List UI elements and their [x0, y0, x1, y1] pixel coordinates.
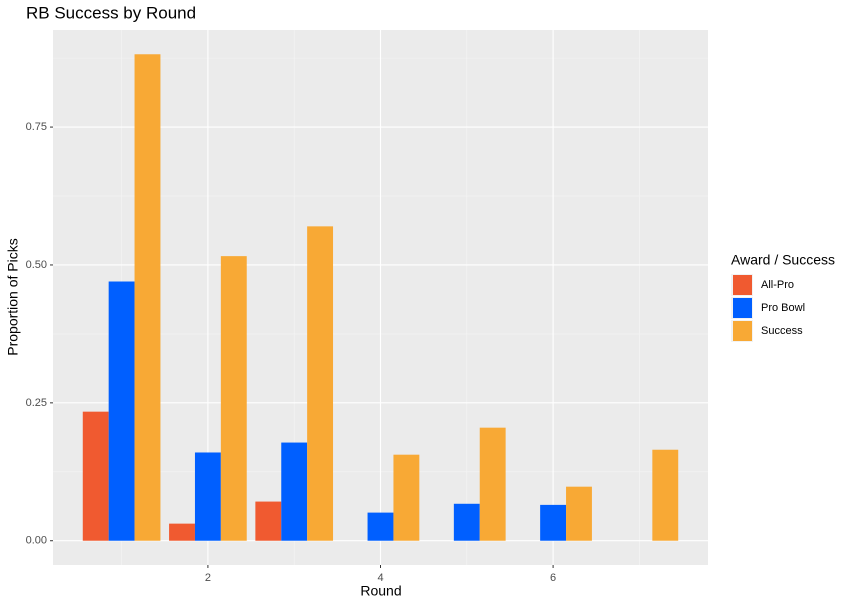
bar — [194, 452, 221, 541]
bar — [652, 449, 679, 541]
x-axis-title: Round — [360, 583, 401, 599]
chart-title: RB Success by Round — [26, 3, 196, 22]
y-tick-label: 0.75 — [26, 121, 47, 133]
bar — [108, 281, 135, 541]
bar — [169, 523, 195, 541]
bar — [479, 427, 506, 541]
legend-label: Pro Bowl — [761, 302, 805, 314]
x-tick-label: 2 — [205, 572, 211, 584]
bar — [566, 486, 592, 541]
y-axis-title: Proportion of Picks — [5, 238, 21, 356]
bar — [220, 256, 247, 541]
legend-label: All-Pro — [761, 279, 794, 291]
y-tick-label: 0.50 — [26, 259, 47, 271]
x-tick-label: 4 — [377, 572, 383, 584]
bar — [307, 226, 334, 541]
legend-title: Award / Success — [731, 252, 835, 268]
legend-swatch — [733, 298, 752, 318]
bar — [540, 504, 567, 541]
bar — [82, 411, 109, 541]
legend-swatch — [733, 321, 752, 341]
bar — [367, 512, 394, 541]
y-tick-label: 0.00 — [26, 535, 47, 547]
bar — [134, 54, 161, 541]
y-tick-label: 0.25 — [26, 397, 47, 409]
bar — [453, 503, 480, 541]
x-tick-label: 6 — [550, 572, 556, 584]
legend-label: Success — [761, 325, 803, 337]
legend-swatch — [733, 275, 752, 295]
bar — [281, 442, 308, 541]
bar — [255, 501, 282, 541]
bar — [393, 454, 420, 541]
